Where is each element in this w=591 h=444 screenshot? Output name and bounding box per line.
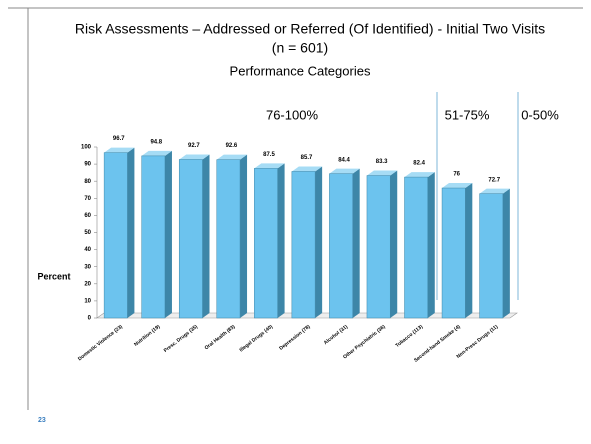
bar-top: [179, 154, 210, 160]
y-tick-label: 20: [84, 281, 91, 287]
y-axis-label: Percent: [37, 271, 70, 281]
x-tick-label: Domestic Violence (23): [77, 324, 124, 363]
y-tick-label: 40: [84, 247, 91, 253]
bar: [103, 152, 128, 319]
band-label: 76-100%: [266, 107, 318, 122]
bar-side: [164, 150, 172, 318]
data-label: 84.4: [338, 157, 350, 163]
bar-side: [427, 172, 435, 318]
data-label: 92.6: [226, 143, 238, 149]
bar: [441, 187, 466, 319]
bar-top: [291, 166, 323, 172]
x-tick-label: Tobacco (113): [394, 324, 424, 349]
x-tick-label: Nutrition (19): [133, 324, 161, 348]
bar-top: [479, 188, 510, 194]
chart-caption: Performance Categories: [230, 63, 371, 78]
data-label: 92.7: [188, 143, 200, 149]
bar-top: [329, 168, 360, 174]
bar-top: [254, 163, 285, 169]
bar-side: [352, 168, 360, 318]
y-tick-label: 90: [84, 162, 91, 168]
y-tick-label: 100: [81, 145, 92, 151]
x-tick-label: Alcohol (31): [323, 324, 350, 347]
band-label: 0-50%: [521, 107, 559, 122]
data-label: 76: [453, 172, 460, 178]
data-label: 96.7: [113, 136, 125, 142]
x-tick-label: Depression (78): [278, 324, 312, 352]
bar: [178, 159, 203, 319]
chart-title: Risk Assessments – Addressed or Referred…: [75, 21, 545, 37]
bar-side: [465, 183, 473, 318]
bar-side: [277, 163, 285, 318]
bar-side: [315, 166, 323, 318]
data-label: 82.4: [413, 161, 425, 167]
x-tick-label: Presc. Drugs (35): [163, 324, 199, 354]
data-label: 83.3: [376, 159, 388, 165]
bar: [404, 176, 429, 319]
bar-top: [366, 170, 398, 176]
bar: [479, 193, 504, 319]
bar: [291, 171, 316, 319]
y-tick-label: 60: [84, 213, 91, 219]
data-label: 72.7: [488, 177, 500, 183]
y-tick-label: 0: [88, 316, 92, 322]
bar: [216, 159, 241, 319]
bar-top: [442, 183, 473, 189]
bar-side: [390, 170, 398, 318]
bar-side: [127, 147, 135, 318]
bar-side: [240, 154, 248, 318]
bar-side: [202, 154, 210, 318]
x-tick-label: Other Psychiatric (36): [342, 324, 387, 361]
band-label: 51-75%: [445, 107, 490, 122]
bar: [366, 175, 391, 319]
y-tick-label: 80: [84, 179, 91, 185]
chart-subtitle: (n = 601): [272, 40, 328, 56]
y-tick-label: 50: [84, 230, 91, 236]
bar: [329, 173, 353, 319]
bar: [254, 168, 278, 319]
data-label: 87.5: [263, 152, 275, 158]
x-tick-label: Oral Health (83): [204, 324, 237, 352]
page-number: 23: [38, 417, 46, 424]
y-tick-label: 10: [84, 298, 91, 304]
bar: [141, 155, 166, 319]
y-tick-label: 70: [84, 196, 91, 202]
bar-top: [404, 172, 435, 178]
x-tick-label: Illegal Drugs (40): [239, 324, 275, 354]
bar-top: [104, 147, 135, 153]
bar-top: [216, 154, 248, 160]
data-label: 94.8: [150, 139, 162, 145]
data-label: 85.7: [301, 155, 313, 161]
x-tick-label: Non-Presc Drugs (11): [456, 324, 500, 360]
bar-top: [141, 150, 172, 156]
y-tick-label: 30: [84, 264, 91, 270]
bar-side: [502, 188, 510, 318]
